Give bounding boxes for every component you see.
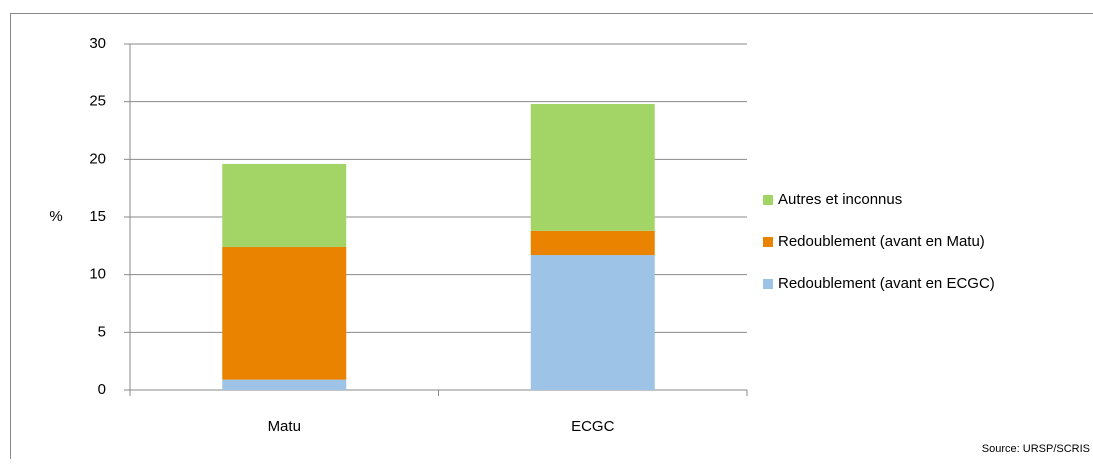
bar-segment	[531, 231, 655, 255]
bar-segment	[531, 255, 655, 390]
legend-swatch	[763, 195, 773, 205]
legend-label: Redoublement (avant en ECGC)	[778, 275, 995, 292]
y-tick-label: 5	[98, 323, 106, 340]
y-tick-label: 25	[89, 93, 106, 110]
legend-swatch	[763, 279, 773, 289]
bar-segment	[222, 164, 346, 247]
bar-segment	[531, 104, 655, 231]
bar-segment	[222, 380, 346, 390]
y-tick-label: 10	[89, 266, 106, 283]
legend-label: Redoublement (avant en Matu)	[778, 233, 985, 250]
y-tick-label: 15	[89, 208, 106, 225]
y-tick-label: 20	[89, 150, 106, 167]
y-axis-label: %	[49, 208, 62, 225]
y-tick-label: 30	[89, 35, 106, 52]
legend-swatch	[763, 237, 773, 247]
source-note: Source: URSP/SCRIS	[982, 443, 1090, 455]
x-tick-label: ECGC	[571, 418, 615, 435]
x-tick-label: Matu	[268, 418, 301, 435]
legend-label: Autres et inconnus	[778, 191, 902, 208]
y-tick-label: 0	[98, 381, 106, 398]
bar-segment	[222, 247, 346, 380]
